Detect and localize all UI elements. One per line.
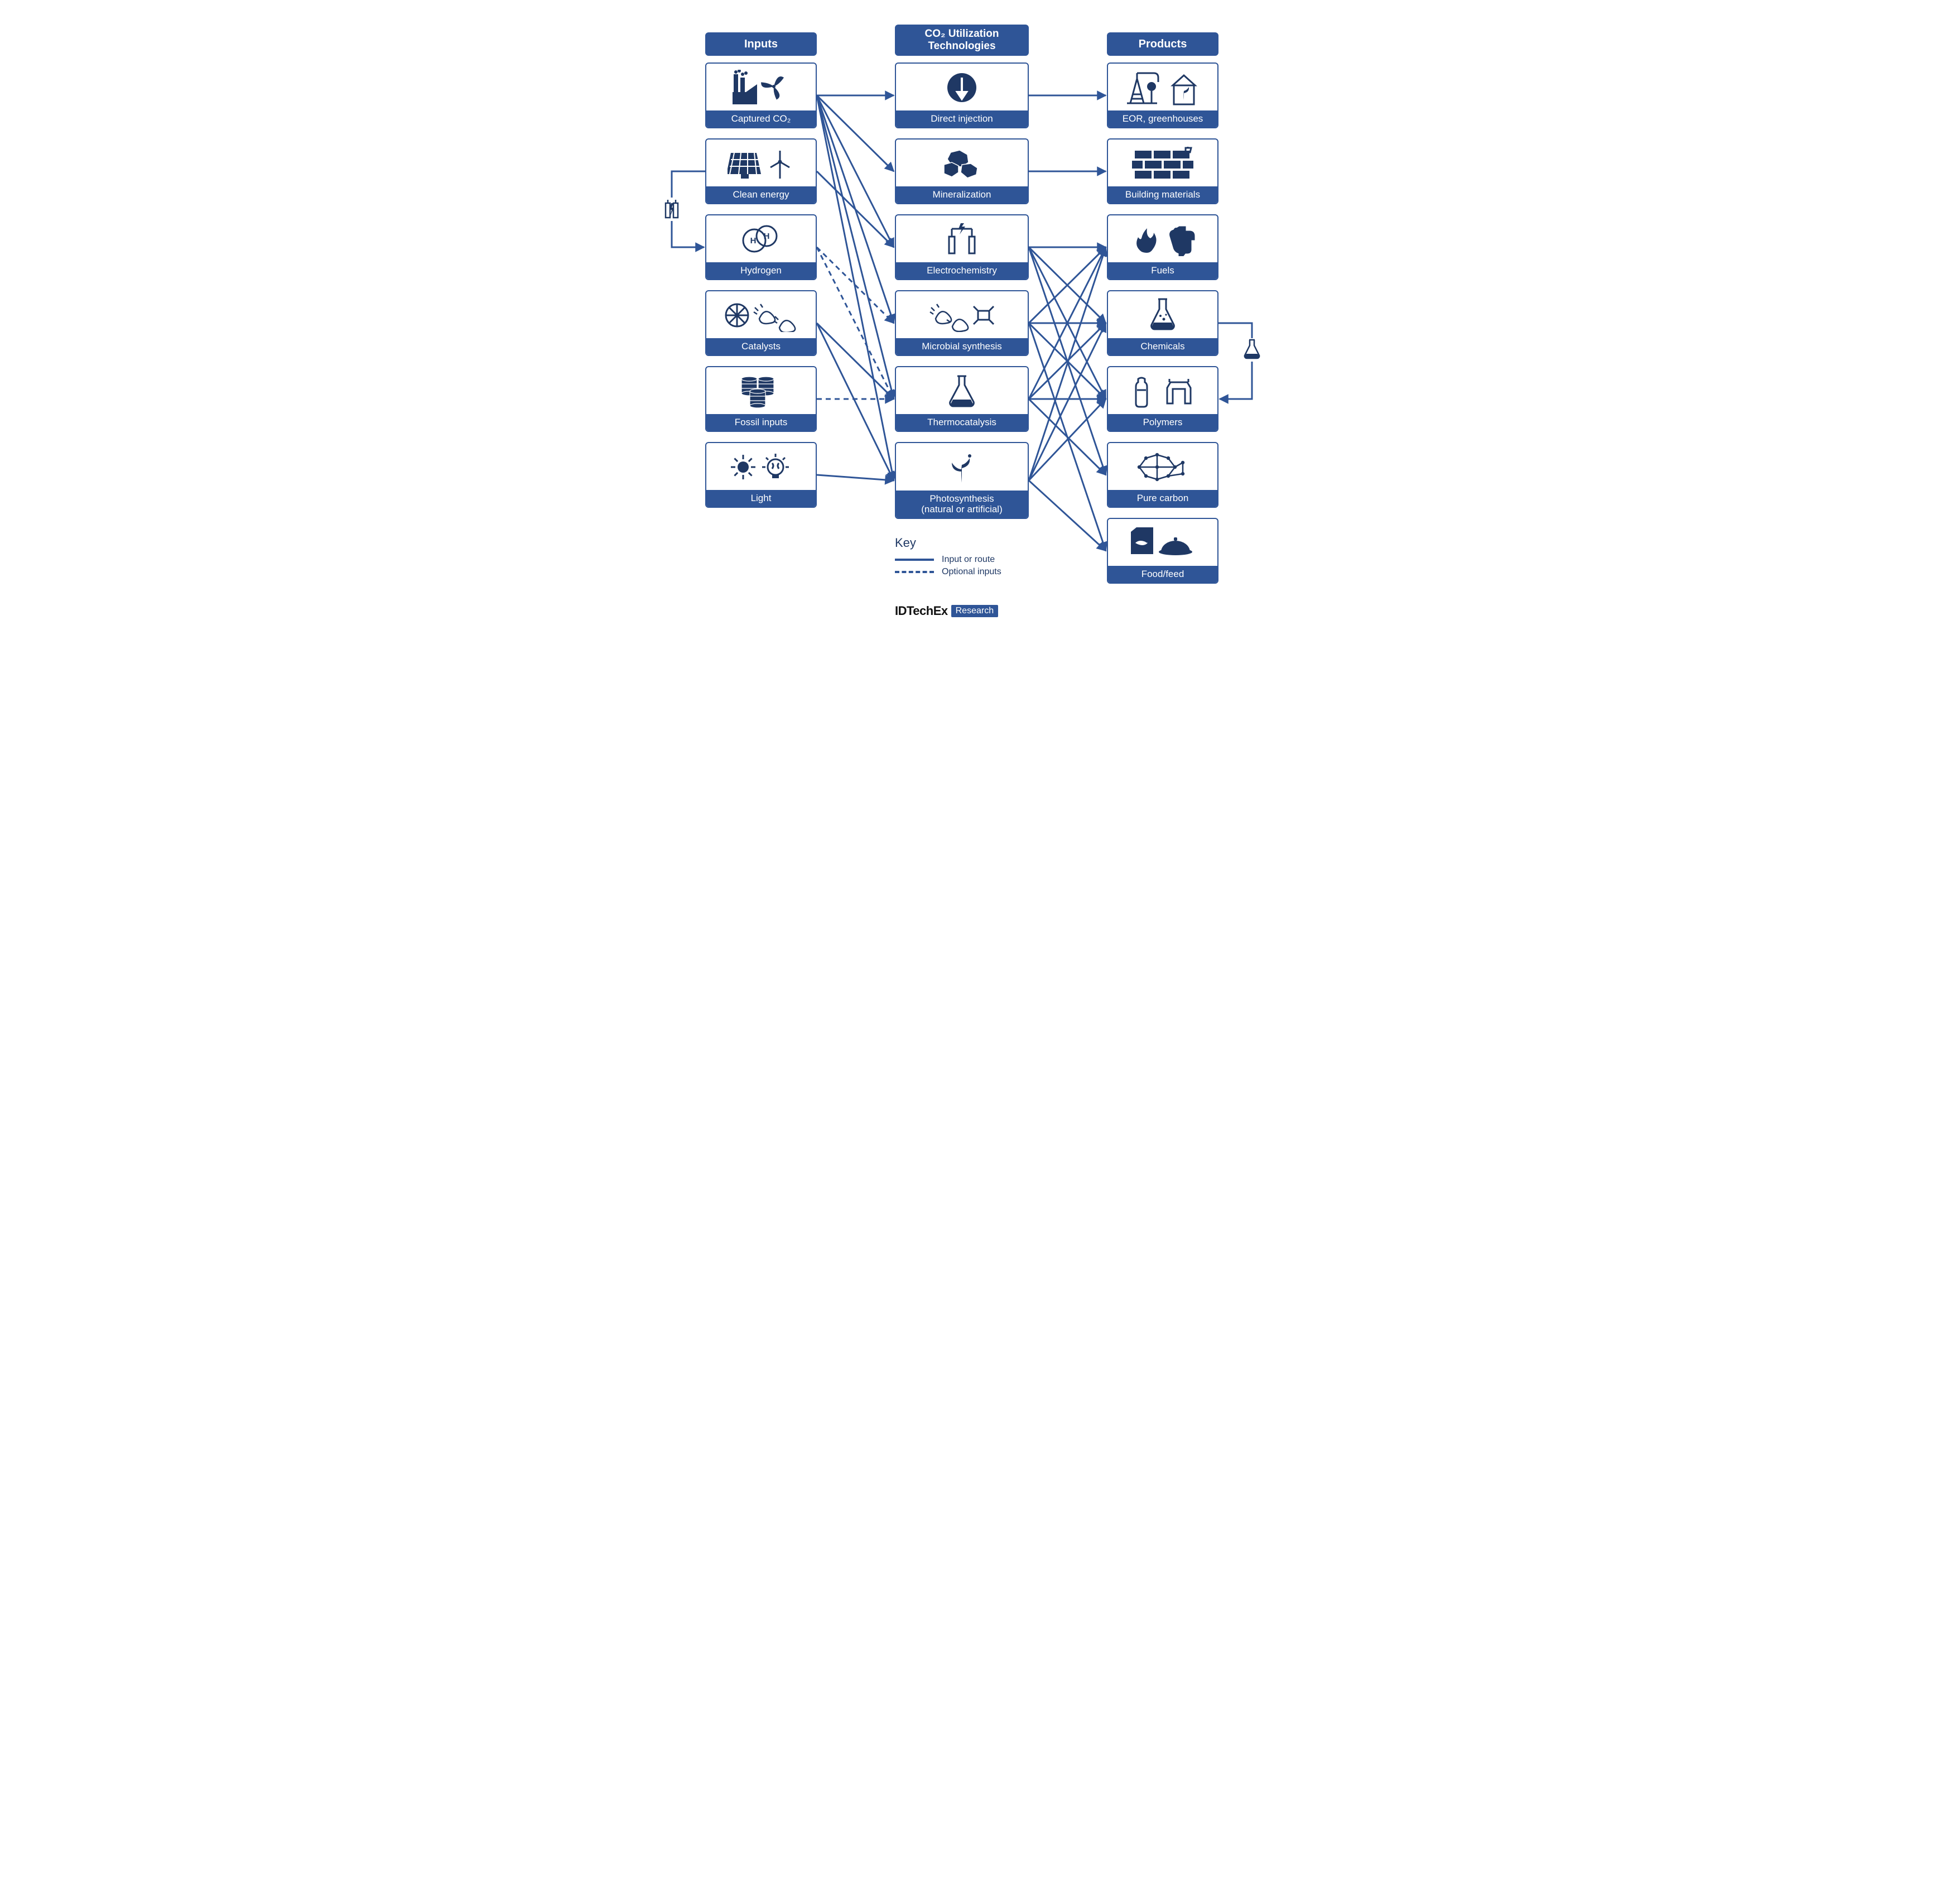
header-inputs: Inputs xyxy=(705,32,817,56)
card-p_chem: Chemicals xyxy=(1107,290,1218,356)
t_thermo-icon xyxy=(896,367,1028,414)
p_food-icon xyxy=(1108,519,1217,566)
in_energy-label: Clean energy xyxy=(706,186,816,203)
in_fossil-icon xyxy=(706,367,816,414)
card-in_energy: Clean energy xyxy=(705,138,817,204)
p_fuel-icon xyxy=(1108,215,1217,262)
card-in_cat: Catalysts xyxy=(705,290,817,356)
flask-loop-icon xyxy=(1242,338,1261,363)
header-tech: CO₂ Utilization Technologies xyxy=(895,25,1029,56)
legend-row-dashed: Optional inputs xyxy=(895,567,1001,577)
battery-icon xyxy=(664,198,680,222)
card-p_carbon: Pure carbon xyxy=(1107,442,1218,508)
in_h2-label: Hydrogen xyxy=(706,262,816,279)
in_co2-icon xyxy=(706,64,816,110)
t_microbe-icon xyxy=(896,291,1028,338)
in_light-icon xyxy=(706,443,816,490)
p_build-icon xyxy=(1108,140,1217,186)
header-products: Products xyxy=(1107,32,1218,56)
svg-text:H: H xyxy=(764,232,770,241)
in_cat-icon xyxy=(706,291,816,338)
legend-label-dashed: Optional inputs xyxy=(942,567,1001,577)
legend-title: Key xyxy=(895,536,1001,550)
card-t_photo: Photosynthesis (natural or artificial) xyxy=(895,442,1029,519)
t_electro-label: Electrochemistry xyxy=(896,262,1028,279)
t_photo-icon xyxy=(896,443,1028,491)
card-in_fossil: Fossil inputs xyxy=(705,366,817,432)
card-t_electro: Electrochemistry xyxy=(895,214,1029,280)
card-in_light: Light xyxy=(705,442,817,508)
p_chem-label: Chemicals xyxy=(1108,338,1217,355)
card-p_eor: EOR, greenhouses xyxy=(1107,62,1218,128)
t_microbe-label: Microbial synthesis xyxy=(896,338,1028,355)
p_build-label: Building materials xyxy=(1108,186,1217,203)
t_thermo-label: Thermocatalysis xyxy=(896,414,1028,431)
card-p_build: Building materials xyxy=(1107,138,1218,204)
card-t_thermo: Thermocatalysis xyxy=(895,366,1029,432)
in_fossil-label: Fossil inputs xyxy=(706,414,816,431)
card-p_food: Food/feed xyxy=(1107,518,1218,584)
in_h2-icon: H H xyxy=(706,215,816,262)
card-in_co2: Captured CO₂ xyxy=(705,62,817,128)
card-in_h2: H H Hydrogen xyxy=(705,214,817,280)
brand: IDTechEx Research xyxy=(895,604,998,618)
card-t_inject: Direct injection xyxy=(895,62,1029,128)
legend-row-solid: Input or route xyxy=(895,555,1001,565)
t_mineral-icon xyxy=(896,140,1028,186)
p_food-label: Food/feed xyxy=(1108,566,1217,583)
brand-name: IDTechEx xyxy=(895,604,948,618)
in_energy-icon xyxy=(706,140,816,186)
p_carbon-icon xyxy=(1108,443,1217,490)
card-t_microbe: Microbial synthesis xyxy=(895,290,1029,356)
card-p_fuel: Fuels xyxy=(1107,214,1218,280)
t_electro-icon xyxy=(896,215,1028,262)
legend-label-solid: Input or route xyxy=(942,555,995,565)
card-t_mineral: Mineralization xyxy=(895,138,1029,204)
t_inject-label: Direct injection xyxy=(896,110,1028,127)
svg-text:H: H xyxy=(750,236,757,246)
legend-swatch-dashed xyxy=(895,571,934,573)
p_chem-icon xyxy=(1108,291,1217,338)
t_mineral-label: Mineralization xyxy=(896,186,1028,203)
legend: Key Input or route Optional inputs xyxy=(895,536,1001,579)
in_co2-label: Captured CO₂ xyxy=(706,110,816,127)
p_eor-label: EOR, greenhouses xyxy=(1108,110,1217,127)
in_light-label: Light xyxy=(706,490,816,507)
diagram-canvas: Inputs CO₂ Utilization Technologies Prod… xyxy=(638,0,1308,655)
card-p_poly: Polymers xyxy=(1107,366,1218,432)
p_fuel-label: Fuels xyxy=(1108,262,1217,279)
p_eor-icon xyxy=(1108,64,1217,110)
p_poly-label: Polymers xyxy=(1108,414,1217,431)
p_poly-icon xyxy=(1108,367,1217,414)
p_carbon-label: Pure carbon xyxy=(1108,490,1217,507)
t_photo-label: Photosynthesis (natural or artificial) xyxy=(896,491,1028,518)
in_cat-label: Catalysts xyxy=(706,338,816,355)
brand-badge: Research xyxy=(951,605,998,617)
legend-swatch-solid xyxy=(895,559,934,561)
t_inject-icon xyxy=(896,64,1028,110)
